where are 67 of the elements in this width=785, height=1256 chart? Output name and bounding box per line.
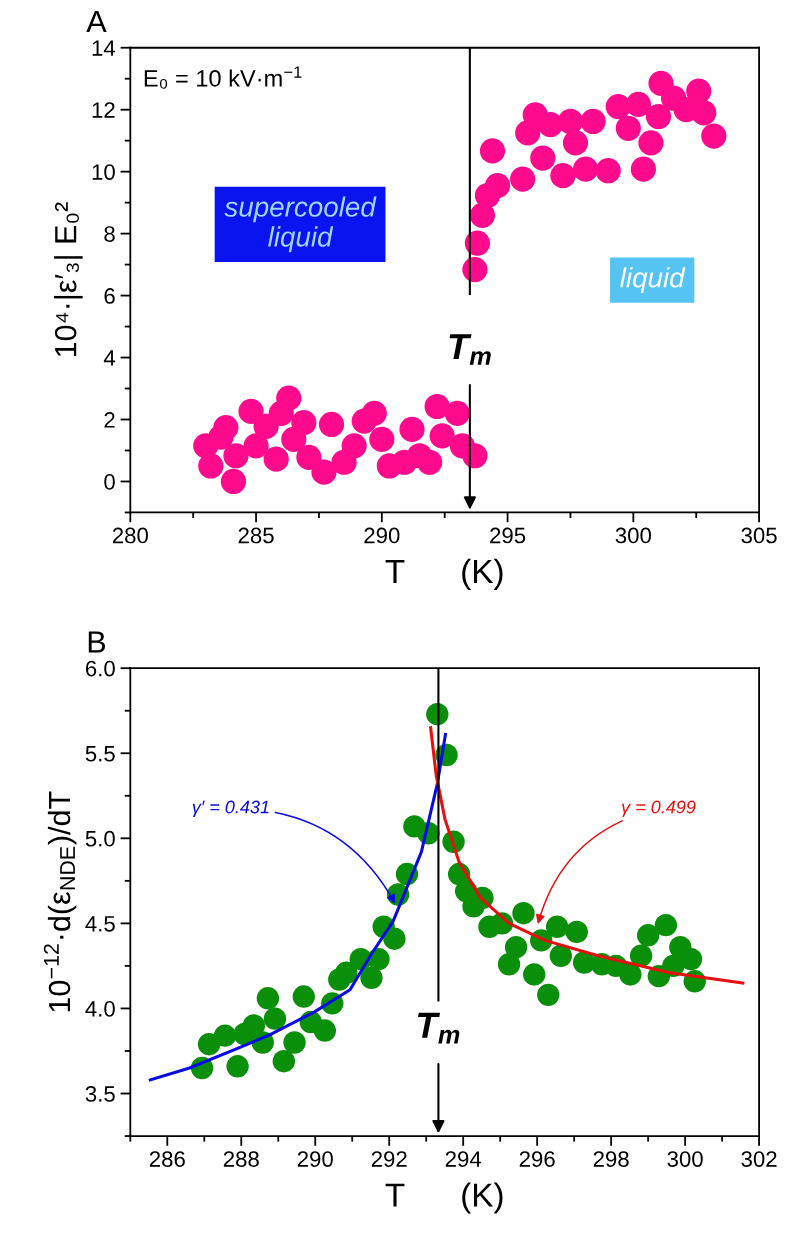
x-tick-label: 305 bbox=[741, 527, 777, 544]
point bbox=[383, 927, 406, 950]
point bbox=[537, 983, 560, 1007]
x-tick-label: 290 bbox=[297, 1151, 333, 1167]
x-tick-label: 290 bbox=[364, 527, 400, 544]
y-tick-label: 3.5 bbox=[85, 1086, 115, 1102]
point bbox=[272, 1050, 295, 1073]
x-tick-label: 298 bbox=[593, 1151, 629, 1167]
point bbox=[292, 985, 315, 1008]
x-tick-label: 300 bbox=[667, 1151, 703, 1167]
point bbox=[549, 944, 573, 967]
point bbox=[619, 963, 642, 986]
y-tick-label: 6.0 bbox=[85, 660, 115, 677]
point bbox=[313, 1019, 337, 1042]
y-tick-label: 0 bbox=[104, 474, 115, 490]
point bbox=[636, 924, 660, 947]
y-axis-title: 10$^{−12}$·d(ε$_{NDE}$)/dT bbox=[43, 791, 77, 1012]
point bbox=[335, 961, 358, 984]
y-tick-label: 10 bbox=[92, 164, 115, 180]
annotation: γ′ = 0.431 bbox=[192, 800, 269, 817]
y-tick-label: 4 bbox=[103, 350, 116, 366]
y-tick-label: 2 bbox=[104, 412, 115, 428]
x-tick-label: 302 bbox=[741, 1151, 777, 1167]
y-tick-label: 5.0 bbox=[85, 830, 115, 847]
point bbox=[213, 1024, 237, 1047]
point bbox=[565, 920, 588, 944]
point bbox=[679, 947, 703, 971]
annotation: γ = 0.499 bbox=[622, 800, 696, 817]
y-tick-label: 4.5 bbox=[85, 916, 115, 932]
x-tick-label: 292 bbox=[371, 1151, 407, 1167]
x-tick-label: 285 bbox=[238, 527, 274, 544]
point bbox=[523, 963, 546, 986]
x-tick-label: 286 bbox=[149, 1151, 185, 1167]
annotation: liquid bbox=[620, 267, 686, 294]
point bbox=[512, 901, 535, 925]
ref-line-label: T$_{m}$ bbox=[449, 334, 491, 365]
y-axis-title: 10⁴·|ε′₃| E₀² bbox=[54, 202, 83, 357]
point bbox=[263, 1007, 287, 1030]
point bbox=[360, 966, 383, 990]
point bbox=[545, 915, 569, 938]
point bbox=[504, 936, 528, 959]
x-axis-title: T (K) bbox=[385, 558, 503, 590]
annotation: supercooled liquid bbox=[224, 196, 377, 253]
x-tick-label: 295 bbox=[490, 527, 526, 544]
ref-line-label: T$_{m}$ bbox=[418, 1012, 460, 1044]
point bbox=[497, 953, 521, 976]
y-tick-label: 14 bbox=[92, 40, 116, 56]
chart-title: B bbox=[88, 631, 106, 653]
y-tick-label: 5.5 bbox=[85, 746, 115, 762]
annotation: E₀ = 10 kV·m$^{−1}$ bbox=[144, 66, 302, 89]
point bbox=[256, 987, 280, 1010]
y-tick-label: 8 bbox=[104, 226, 115, 242]
x-tick-label: 288 bbox=[223, 1151, 259, 1167]
x-tick-label: 280 bbox=[112, 527, 148, 544]
x-tick-label: 300 bbox=[615, 527, 652, 544]
point bbox=[242, 1014, 266, 1037]
point bbox=[654, 913, 678, 937]
x-axis-title: T (K) bbox=[385, 1182, 503, 1214]
chart-title: A bbox=[86, 11, 107, 33]
x-tick-label: 294 bbox=[445, 1151, 482, 1167]
x-tick-label: 296 bbox=[519, 1151, 555, 1167]
y-tick-label: 6 bbox=[104, 288, 115, 304]
y-tick-label: 12 bbox=[92, 102, 115, 118]
point bbox=[629, 944, 653, 967]
point bbox=[283, 1031, 306, 1054]
point bbox=[226, 1055, 249, 1078]
y-tick-label: 4.0 bbox=[85, 1000, 115, 1017]
